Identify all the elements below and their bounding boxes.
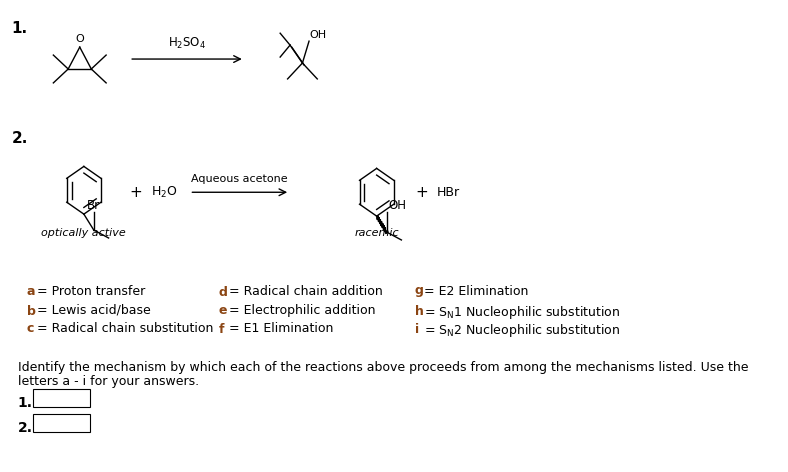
Text: $\mathsf{H_2O}$: $\mathsf{H_2O}$ <box>151 185 178 200</box>
Bar <box>33 414 91 432</box>
Text: Br: Br <box>87 199 100 211</box>
Text: = S$_{\mathsf{N}}$2 Nucleophilic substitution: = S$_{\mathsf{N}}$2 Nucleophilic substit… <box>425 322 621 339</box>
Text: $\mathit{\mathbf{h}}$: $\mathit{\mathbf{h}}$ <box>414 303 424 318</box>
Text: 1.: 1. <box>18 396 33 410</box>
Text: HBr: HBr <box>437 186 460 199</box>
Text: = E1 Elimination: = E1 Elimination <box>229 322 333 336</box>
Text: = Radical chain substitution: = Radical chain substitution <box>37 322 214 336</box>
Text: = Electrophilic addition: = Electrophilic addition <box>229 303 376 317</box>
Text: $\mathit{\mathbf{f}}$: $\mathit{\mathbf{f}}$ <box>218 322 226 337</box>
Text: = Proton transfer: = Proton transfer <box>37 285 145 298</box>
Text: +: + <box>415 185 429 200</box>
Text: OH: OH <box>310 30 327 40</box>
Text: optically active: optically active <box>42 228 126 238</box>
Text: 2.: 2. <box>18 421 33 435</box>
Text: OH: OH <box>388 199 406 211</box>
Text: letters a - i for your answers.: letters a - i for your answers. <box>18 375 199 388</box>
Text: = S$_{\mathsf{N}}$1 Nucleophilic substitution: = S$_{\mathsf{N}}$1 Nucleophilic substit… <box>425 303 621 320</box>
Text: O: O <box>76 34 84 44</box>
Text: $\mathit{\mathbf{c}}$: $\mathit{\mathbf{c}}$ <box>26 322 35 336</box>
Text: Aqueous acetone: Aqueous acetone <box>191 174 288 184</box>
Text: = Lewis acid/base: = Lewis acid/base <box>37 303 151 317</box>
Text: $\mathit{\mathbf{b}}$: $\mathit{\mathbf{b}}$ <box>26 303 36 318</box>
Text: = Radical chain addition: = Radical chain addition <box>229 285 383 298</box>
Text: $\mathit{\mathbf{i}}$: $\mathit{\mathbf{i}}$ <box>414 322 419 337</box>
Text: $\mathit{\mathbf{g}}$: $\mathit{\mathbf{g}}$ <box>414 285 424 299</box>
Text: = E2 Elimination: = E2 Elimination <box>425 285 529 298</box>
Text: $\mathit{\mathbf{e}}$: $\mathit{\mathbf{e}}$ <box>218 303 229 317</box>
Text: 1.: 1. <box>11 21 28 36</box>
Text: $\mathit{\mathbf{d}}$: $\mathit{\mathbf{d}}$ <box>218 285 229 299</box>
Text: Identify the mechanism by which each of the reactions above proceeds from among : Identify the mechanism by which each of … <box>18 361 749 374</box>
Text: $\mathit{\mathbf{a}}$: $\mathit{\mathbf{a}}$ <box>26 285 35 298</box>
Text: racemic: racemic <box>355 228 399 238</box>
Text: +: + <box>129 185 142 200</box>
Text: 2.: 2. <box>11 131 28 146</box>
Text: $\mathsf{H_2SO_4}$: $\mathsf{H_2SO_4}$ <box>168 36 206 51</box>
Bar <box>33 389 91 407</box>
